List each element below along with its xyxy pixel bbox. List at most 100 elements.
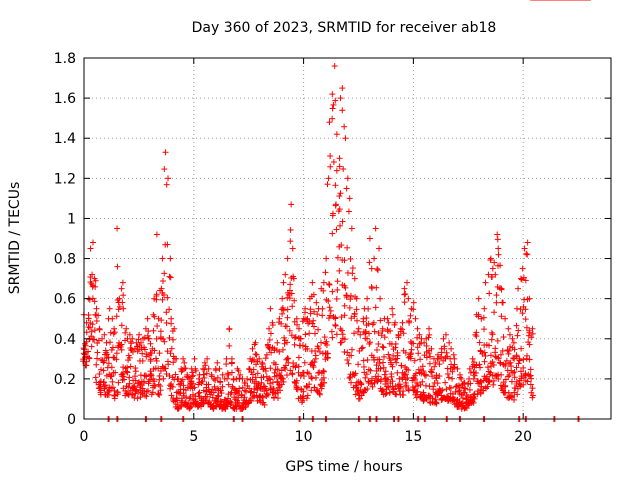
data-point xyxy=(401,291,408,298)
data-point xyxy=(284,255,291,262)
data-point xyxy=(114,225,121,232)
data-point xyxy=(436,361,443,368)
data-point xyxy=(302,309,309,316)
data-point xyxy=(328,328,335,335)
data-point xyxy=(304,392,311,399)
data-point xyxy=(404,279,411,286)
data-point xyxy=(144,315,151,322)
data-point xyxy=(320,279,327,286)
data-point xyxy=(107,339,114,346)
data-point xyxy=(306,330,313,337)
data-point xyxy=(143,351,150,358)
data-point xyxy=(118,341,125,348)
data-point xyxy=(339,107,346,114)
data-point xyxy=(319,305,326,312)
data-point xyxy=(223,355,230,362)
data-point xyxy=(230,376,237,383)
data-point xyxy=(164,241,171,248)
data-point xyxy=(374,267,381,274)
data-point xyxy=(126,374,133,381)
data-point xyxy=(289,245,296,252)
data-point xyxy=(201,366,208,373)
data-point xyxy=(165,175,172,182)
data-point xyxy=(344,244,351,251)
data-point xyxy=(163,319,170,326)
data-point xyxy=(318,339,325,346)
data-point xyxy=(109,315,116,322)
data-point xyxy=(355,325,362,332)
data-point xyxy=(267,365,274,372)
data-point xyxy=(319,312,326,319)
data-point xyxy=(136,331,143,338)
data-point xyxy=(336,193,343,200)
data-point xyxy=(316,348,323,355)
data-point xyxy=(107,329,114,336)
data-point xyxy=(224,370,231,377)
data-point xyxy=(164,294,171,301)
data-point xyxy=(159,296,166,303)
data-point xyxy=(308,375,315,382)
data-point xyxy=(325,175,332,182)
data-point xyxy=(450,351,457,358)
data-point xyxy=(360,357,367,364)
data-point xyxy=(145,387,152,394)
data-point xyxy=(284,306,291,313)
data-point xyxy=(287,281,294,288)
data-point xyxy=(219,383,226,390)
data-point xyxy=(405,295,412,302)
data-point xyxy=(91,298,98,305)
data-point xyxy=(118,285,125,292)
data-point xyxy=(389,311,396,318)
data-point xyxy=(124,364,131,371)
data-point xyxy=(451,355,458,362)
data-point xyxy=(343,185,350,192)
data-point xyxy=(348,292,355,299)
data-point xyxy=(365,305,372,312)
data-point xyxy=(90,239,97,246)
data-point xyxy=(173,355,180,362)
data-point xyxy=(449,375,456,382)
data-point xyxy=(347,255,354,262)
data-point xyxy=(236,375,243,382)
data-point xyxy=(401,285,408,292)
data-point xyxy=(178,368,185,375)
data-point xyxy=(346,375,353,382)
data-point xyxy=(124,369,131,376)
data-point xyxy=(141,346,148,353)
data-point xyxy=(333,226,340,233)
data-point xyxy=(406,318,413,325)
data-point xyxy=(156,350,163,357)
data-point xyxy=(190,380,197,387)
data-point xyxy=(363,315,370,322)
data-point xyxy=(304,369,311,376)
data-point xyxy=(186,395,193,402)
data-point xyxy=(374,265,381,272)
data-point xyxy=(225,381,232,388)
data-point xyxy=(211,383,218,390)
data-point xyxy=(333,131,340,138)
data-point xyxy=(360,318,367,325)
data-point xyxy=(126,380,133,387)
data-point xyxy=(168,345,175,352)
data-point xyxy=(329,334,336,341)
data-point xyxy=(202,362,209,369)
data-point xyxy=(123,325,130,332)
data-point xyxy=(154,390,161,397)
data-point xyxy=(146,335,153,342)
data-point xyxy=(394,369,401,376)
data-point xyxy=(114,263,121,270)
data-point xyxy=(80,358,87,365)
data-point xyxy=(417,356,424,363)
data-point xyxy=(466,386,473,393)
data-point xyxy=(88,328,95,335)
data-point xyxy=(154,322,161,329)
data-point xyxy=(214,392,221,399)
data-point xyxy=(174,405,181,412)
data-point xyxy=(384,326,391,333)
data-point xyxy=(299,342,306,349)
data-point xyxy=(126,354,133,361)
data-point xyxy=(392,340,399,347)
data-point xyxy=(92,277,99,284)
data-point xyxy=(349,270,356,277)
data-point xyxy=(116,295,123,302)
